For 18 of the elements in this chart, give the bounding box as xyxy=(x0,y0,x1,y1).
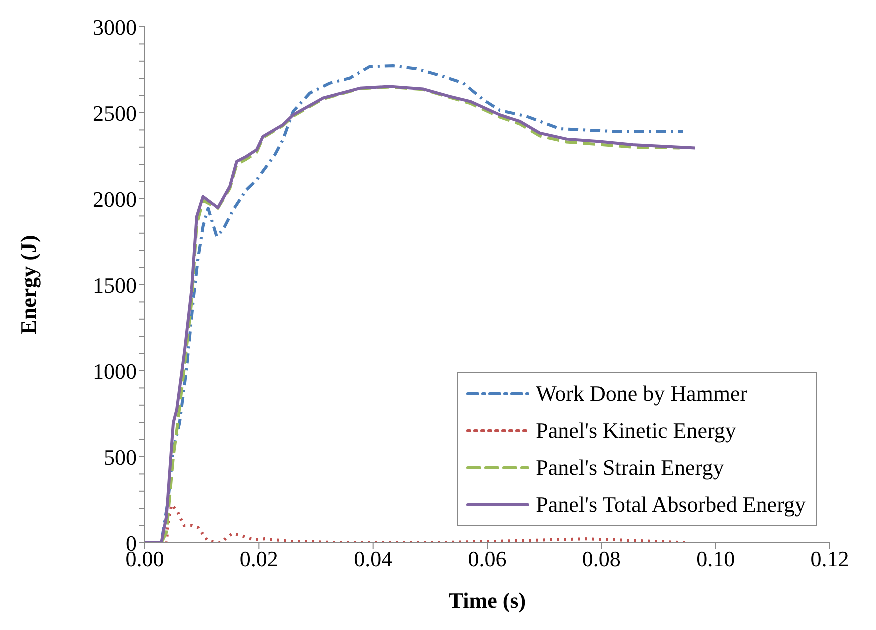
y-tick-label: 1000 xyxy=(93,358,137,384)
y-tick-label: 2000 xyxy=(93,186,137,212)
y-tick-label: 2500 xyxy=(93,100,137,126)
legend-label: Work Done by Hammer xyxy=(536,380,748,406)
legend-label: Panel's Total Absorbed Energy xyxy=(536,492,806,518)
y-axis-title: Energy (J) xyxy=(16,235,41,335)
y-tick-label: 3000 xyxy=(93,14,137,40)
x-axis-title: Time (s) xyxy=(448,588,526,613)
x-tick-label: 0.06 xyxy=(468,546,507,572)
y-tick-label: 1500 xyxy=(93,272,137,298)
x-tick-label: 0.10 xyxy=(696,546,736,572)
x-tick-label: 0.02 xyxy=(240,546,278,572)
y-tick-label: 500 xyxy=(104,444,137,470)
legend-label: Panel's Strain Energy xyxy=(536,454,724,480)
x-tick-label: 0.12 xyxy=(810,546,850,572)
x-tick-label: 0.08 xyxy=(582,546,621,572)
legend-label: Panel's Kinetic Energy xyxy=(536,418,736,444)
x-tick-label: 0.04 xyxy=(354,546,393,572)
